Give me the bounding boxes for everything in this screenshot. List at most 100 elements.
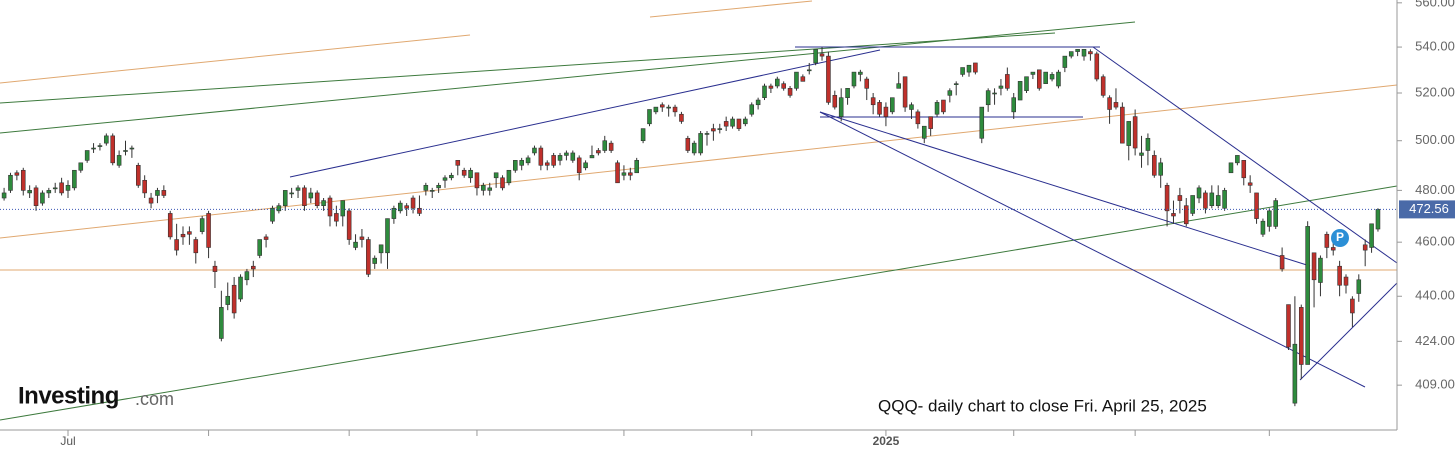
- candle-body: [698, 133, 703, 154]
- candle-body: [1343, 276, 1349, 286]
- logo-suffix: .com: [135, 389, 174, 409]
- candle-body: [1203, 192, 1208, 209]
- candle-body: [672, 106, 678, 113]
- logo: Investing .com: [18, 382, 174, 409]
- candle-body: [544, 162, 550, 166]
- candle-body: [826, 55, 831, 103]
- candle-body: [276, 205, 282, 212]
- candle-body: [359, 236, 365, 240]
- candle-body: [231, 284, 237, 314]
- candle-body: [1362, 244, 1368, 251]
- trend-line: [0, 84, 1398, 239]
- candle-body: [941, 99, 946, 113]
- candle-body: [602, 140, 608, 151]
- y-tick-label: 424.00: [1415, 333, 1455, 348]
- candle-body: [46, 190, 52, 194]
- candle-body: [136, 164, 141, 186]
- candle-body: [877, 102, 882, 115]
- candle-body: [321, 200, 326, 206]
- marker-circle: [1331, 229, 1349, 247]
- candle-body: [1209, 192, 1215, 206]
- candle-body: [1056, 71, 1061, 87]
- candle-body: [538, 147, 544, 166]
- candle-body: [449, 174, 454, 179]
- candle-body: [845, 88, 850, 98]
- y-tick-label: 409.00: [1415, 377, 1455, 392]
- x-tick-label: Jul: [60, 434, 75, 448]
- candle-body: [84, 150, 90, 161]
- candle-body: [890, 97, 895, 113]
- candle-body: [1126, 121, 1132, 146]
- candle-body: [257, 239, 262, 256]
- y-tick-label: 460.00: [1415, 234, 1455, 249]
- candle-body: [1241, 160, 1247, 179]
- candle-body: [909, 104, 914, 110]
- candle-body: [730, 118, 735, 127]
- trend-line: [819, 111, 1311, 267]
- candle-body: [282, 190, 288, 206]
- y-tick-label: 480.00: [1415, 182, 1455, 197]
- candle-body: [883, 106, 889, 117]
- candle-body: [596, 150, 601, 154]
- candle-body: [685, 137, 691, 151]
- candle-body: [251, 265, 256, 270]
- candle-body: [148, 197, 154, 204]
- candle-body: [59, 182, 64, 194]
- candle-body: [1088, 51, 1093, 55]
- candle-body: [14, 172, 20, 176]
- candle-body: [295, 187, 301, 191]
- candle-body: [679, 113, 684, 122]
- candle-body: [787, 88, 793, 96]
- candle-body: [167, 213, 173, 238]
- candle-body: [1254, 192, 1259, 219]
- candle-body: [199, 218, 205, 232]
- candle-body: [1037, 69, 1042, 89]
- candle-body: [998, 85, 1004, 89]
- candle-body: [621, 172, 627, 176]
- candle-body: [1375, 209, 1381, 230]
- candle-body: [423, 185, 429, 191]
- candle-body: [302, 187, 307, 206]
- candle-body: [481, 185, 486, 191]
- candle-body: [1183, 205, 1189, 225]
- candle-body: [385, 218, 390, 254]
- last-price-label: 472.56: [1409, 201, 1449, 216]
- candle-body: [225, 295, 231, 305]
- candle-body: [749, 104, 755, 115]
- candle-body: [513, 160, 518, 171]
- candle-body: [1068, 51, 1074, 57]
- trend-line: [819, 111, 1366, 388]
- candle-body: [1094, 53, 1100, 80]
- candle-body: [308, 192, 314, 199]
- candle-body: [762, 85, 767, 98]
- candle-body: [506, 169, 512, 184]
- candle-body: [832, 95, 838, 108]
- candle-body: [52, 187, 58, 190]
- candle-body: [1356, 279, 1362, 294]
- candle-body: [525, 157, 531, 164]
- y-tick-label: 440.00: [1415, 288, 1455, 303]
- candle-body: [442, 177, 448, 181]
- candle-body: [870, 97, 876, 106]
- candle-body: [1017, 81, 1023, 101]
- candle-body: [1324, 233, 1330, 248]
- candle-body: [65, 185, 71, 191]
- trend-line: [0, 21, 1136, 134]
- trend-line: [0, 185, 1398, 421]
- candle-body: [1177, 195, 1183, 201]
- candle-body: [864, 78, 870, 89]
- y-tick-label: 560.00: [1415, 0, 1455, 9]
- trend-line: [289, 49, 881, 178]
- candle-body: [532, 147, 537, 154]
- candle-body: [934, 102, 940, 115]
- candle-body: [992, 92, 997, 95]
- candle-body: [1260, 220, 1266, 235]
- candle-body: [1305, 226, 1310, 365]
- candle-body: [468, 169, 473, 179]
- candle-body: [743, 118, 748, 125]
- candle-body: [858, 71, 863, 75]
- trend-line: [0, 32, 1056, 104]
- candle-body: [775, 78, 780, 87]
- candle-body: [615, 162, 620, 184]
